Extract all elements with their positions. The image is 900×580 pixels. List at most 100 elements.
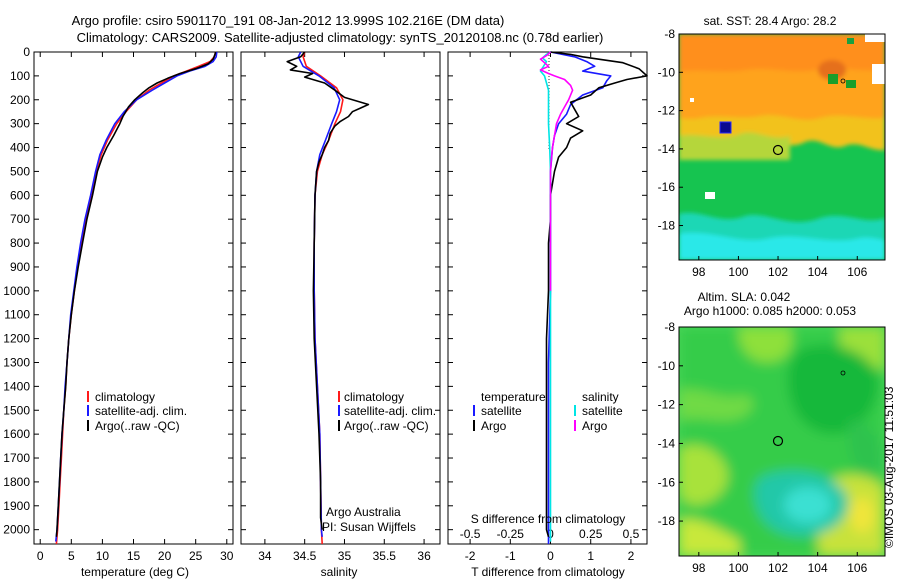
series-line-argo — [539, 51, 574, 291]
difference-panel: -2 -1 0 1 2-0.5 -0.25 0 0.25 0.5 T difference fr… — [447, 51, 648, 579]
sla-argo-position-marker — [772, 435, 784, 447]
x-tick-label: 20 — [158, 549, 172, 563]
legend-label-argo: Argo(..raw -QC) — [344, 419, 429, 433]
map-x-tick-label: 98 — [692, 265, 706, 279]
series-line-climatology — [55, 51, 217, 545]
y-tick-label: 700 — [10, 212, 30, 226]
temperature-axis-label: temperature (deg C) — [81, 565, 189, 579]
figure-title-line2: Climatology: CARS2009. Satellite-adjuste… — [77, 30, 604, 45]
map-x-tick-label: 98 — [692, 561, 706, 575]
x-tick-label: 0 — [547, 549, 554, 563]
series-line-argo — [545, 51, 648, 538]
series-line-argo-raw-qc- — [286, 51, 370, 530]
x-tick-label: 34 — [258, 549, 272, 563]
top-x-tick-label: 0.25 — [579, 527, 603, 541]
s-difference-axis-label: S difference from climatology — [471, 512, 626, 526]
y-tick-label: 600 — [10, 188, 30, 202]
x-tick-label: 36 — [417, 549, 431, 563]
y-tick-label: 1500 — [3, 403, 30, 417]
y-tick-label: 900 — [10, 260, 30, 274]
difference-plot-frame — [447, 51, 648, 545]
y-tick-label: 2000 — [3, 523, 30, 537]
legend-title-salinity: salinity — [582, 390, 619, 404]
x-tick-label: 1 — [587, 549, 594, 563]
legend-label-climatology: climatology — [95, 390, 155, 404]
series-line-satellite — [547, 51, 612, 544]
x-tick-label: -2 — [465, 549, 476, 563]
salinity-lines — [286, 51, 370, 545]
t-difference-axis-label: T difference from climatology — [471, 565, 625, 579]
y-tick-label: 1800 — [3, 475, 30, 489]
temperature-legend: climatology satellite-adj. clim. Argo(..… — [87, 390, 187, 433]
y-tick-label: 1000 — [3, 284, 30, 298]
x-tick-label: 5 — [68, 549, 75, 563]
legend-label-argo: Argo(..raw -QC) — [95, 419, 180, 433]
legend-label-t-argo: Argo — [481, 419, 507, 433]
legend-label-satellite: satellite-adj. clim. — [344, 404, 436, 418]
x-tick-label: -1 — [505, 549, 516, 563]
top-x-tick-label: -0.5 — [460, 527, 481, 541]
legend-title-temperature: temperature — [481, 390, 546, 404]
map-y-tick-label: -18 — [658, 514, 676, 528]
float-owner-label: Argo Australia — [326, 505, 401, 519]
sst-field — [679, 34, 885, 260]
map-y-tick-label: -14 — [658, 436, 676, 450]
map-x-tick-label: 104 — [808, 265, 828, 279]
series-line-satellite-adj-clim- — [297, 51, 341, 537]
map-x-tick-label: 106 — [847, 561, 867, 575]
map-x-tick-label: 100 — [728, 265, 748, 279]
temperature-panel: 0 5 10 15 20 25 300100200300400500600700800900… — [3, 45, 233, 579]
legend-label-s-argo: Argo — [582, 419, 608, 433]
temperature-ticks: 0 5 10 15 20 25 300100200300400500600700800900… — [3, 45, 233, 563]
salinity-plot-frame — [240, 51, 441, 545]
map-x-tick-label: 104 — [808, 561, 828, 575]
series-line-satellite-adj-clim- — [55, 51, 218, 542]
map-y-tick-label: -16 — [658, 475, 676, 489]
y-tick-label: 300 — [10, 117, 30, 131]
difference-lines — [539, 51, 648, 544]
x-tick-label: 25 — [189, 549, 203, 563]
sla-map-ticks: 98 100 102 104 106 -8 -10 -12 -14 -16 -18 — [658, 320, 868, 575]
figure-title-line1: Argo profile: csiro 5901170_191 08-Jan-2… — [72, 13, 505, 28]
x-tick-label: 2 — [628, 549, 635, 563]
y-tick-label: 1700 — [3, 451, 30, 465]
sst-argo-position-marker — [772, 144, 784, 156]
sla-map-frame — [678, 326, 886, 557]
y-tick-label: 800 — [10, 236, 30, 250]
sla-field — [679, 327, 885, 556]
top-x-tick-label: -0.25 — [497, 527, 525, 541]
map-y-tick-label: -8 — [664, 27, 675, 41]
y-tick-label: 1600 — [3, 427, 30, 441]
map-y-tick-label: -14 — [658, 142, 676, 156]
y-tick-label: 100 — [10, 69, 30, 83]
sla-map-title-line2: Argo h1000: 0.085 h2000: 0.053 — [684, 304, 856, 318]
salinity-legend: climatology satellite-adj. clim. Argo(..… — [338, 390, 436, 433]
top-x-tick-label: 0.5 — [623, 527, 640, 541]
x-tick-label: 34.5 — [293, 549, 317, 563]
float-pi-label: PI: Susan Wijffels — [322, 520, 416, 534]
y-tick-label: 500 — [10, 164, 30, 178]
temperature-lines — [55, 51, 218, 545]
series-line-climatology — [302, 51, 344, 545]
x-tick-label: 35.5 — [373, 549, 397, 563]
map-y-tick-label: -8 — [664, 320, 675, 334]
sst-map-panel: sat. SST: 28.4 Argo: 28.2 98 — [658, 14, 886, 279]
legend-label-climatology: climatology — [344, 390, 404, 404]
x-tick-label: 10 — [96, 549, 110, 563]
map-y-tick-label: -12 — [658, 104, 676, 118]
map-y-tick-label: -10 — [658, 359, 676, 373]
sla-map-title-line1: Altim. SLA: 0.042 — [698, 290, 791, 304]
map-y-tick-label: -10 — [658, 65, 676, 79]
x-tick-label: 35 — [338, 549, 352, 563]
sst-map-ticks: 98 100 102 104 106 -8 -10 -12 -14 -16 -18 — [658, 27, 868, 279]
y-tick-label: 1400 — [3, 379, 30, 393]
sla-map-panel: Altim. SLA: 0.042 Argo h1000: 0.085 h200… — [658, 290, 886, 575]
legend-label-t-satellite: satellite — [481, 404, 522, 418]
y-tick-label: 1300 — [3, 355, 30, 369]
y-tick-label: 400 — [10, 141, 30, 155]
map-x-tick-label: 100 — [728, 561, 748, 575]
x-tick-label: 15 — [127, 549, 141, 563]
y-tick-label: 1200 — [3, 332, 30, 346]
legend-label-satellite: satellite-adj. clim. — [95, 404, 187, 418]
